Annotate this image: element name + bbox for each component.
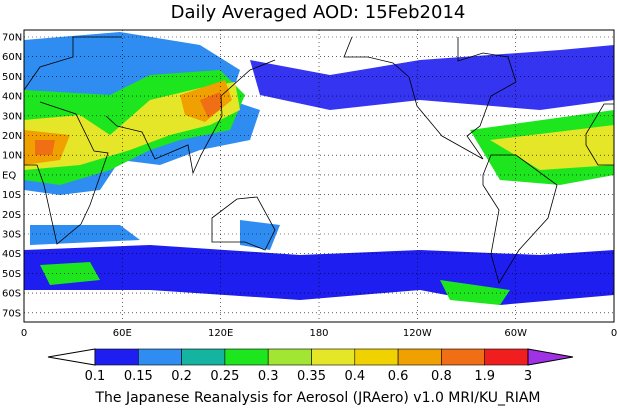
- colorbar-box: [267, 348, 312, 366]
- colorbar-box: [484, 348, 529, 366]
- colorbar-label: 0.4: [344, 369, 365, 384]
- lon-label: 60W: [504, 328, 527, 339]
- lat-label: 30S: [2, 230, 21, 241]
- lat-label: 10S: [2, 190, 21, 201]
- lat-label: 30N: [2, 111, 22, 122]
- lon-label: 180: [309, 328, 328, 339]
- lat-label: EQ: [2, 170, 16, 181]
- aod-field: [24, 32, 614, 305]
- colorbar-label: 0.2: [171, 369, 192, 384]
- colorbar-box: [181, 348, 226, 366]
- colorbar: 0.1 0.15 0.2 0.25 0.3 0.35 0.4 0.6 0.8 1.9 3: [47, 348, 574, 384]
- colorbar-over: [527, 348, 574, 366]
- colorbar-label: 3: [524, 369, 532, 384]
- lat-label: 60S: [2, 289, 21, 300]
- lat-label: 50S: [2, 269, 21, 280]
- lon-label: 120E: [208, 328, 233, 339]
- colorbar-label: 1.9: [474, 369, 495, 384]
- lat-label: 70N: [2, 33, 22, 44]
- footer: The Japanese Reanalysis for Aerosol (JRA…: [94, 390, 540, 406]
- lat-label: 40S: [2, 249, 21, 260]
- lat-label: 20N: [2, 131, 22, 142]
- lat-label: 40N: [2, 92, 22, 103]
- colorbar-label: 0.25: [210, 369, 239, 384]
- lat-label: 20S: [2, 210, 21, 221]
- colorbar-label: 0.3: [258, 369, 279, 384]
- lon-label: 120W: [403, 328, 432, 339]
- colorbar-box: [441, 348, 485, 366]
- lon-label: 60E: [113, 328, 132, 339]
- lat-label: 70S: [2, 308, 21, 319]
- graticule: [24, 30, 614, 322]
- lat-labels: 70N 60N 50N 40N 30N 20N 10N EQ 10S 20S 30S 40S 50S 60…: [2, 33, 22, 320]
- colorbar-label: 0.35: [297, 369, 326, 384]
- lat-label: 60N: [2, 52, 22, 63]
- colorbar-box: [311, 348, 356, 366]
- colorbar-box: [94, 348, 139, 366]
- lat-label: 10N: [2, 151, 22, 162]
- lat-label: 50N: [2, 72, 22, 83]
- colorbar-box: [397, 348, 442, 366]
- colorbar-label: 0.8: [431, 369, 452, 384]
- lon-labels: 0 60E 120E 180 120W 60W 0: [21, 328, 617, 339]
- lon-label: 0: [611, 328, 617, 339]
- title: Daily Averaged AOD: 15Feb2014: [171, 2, 466, 23]
- lon-label: 0: [21, 328, 27, 339]
- colorbar-label: 0.1: [85, 369, 106, 384]
- colorbar-box: [224, 348, 269, 366]
- colorbar-label: 0.15: [124, 369, 153, 384]
- colorbar-under: [47, 348, 96, 366]
- colorbar-box: [138, 348, 182, 366]
- colorbar-box: [354, 348, 399, 366]
- colorbar-label: 0.6: [388, 369, 409, 384]
- map-frame: [23, 29, 615, 323]
